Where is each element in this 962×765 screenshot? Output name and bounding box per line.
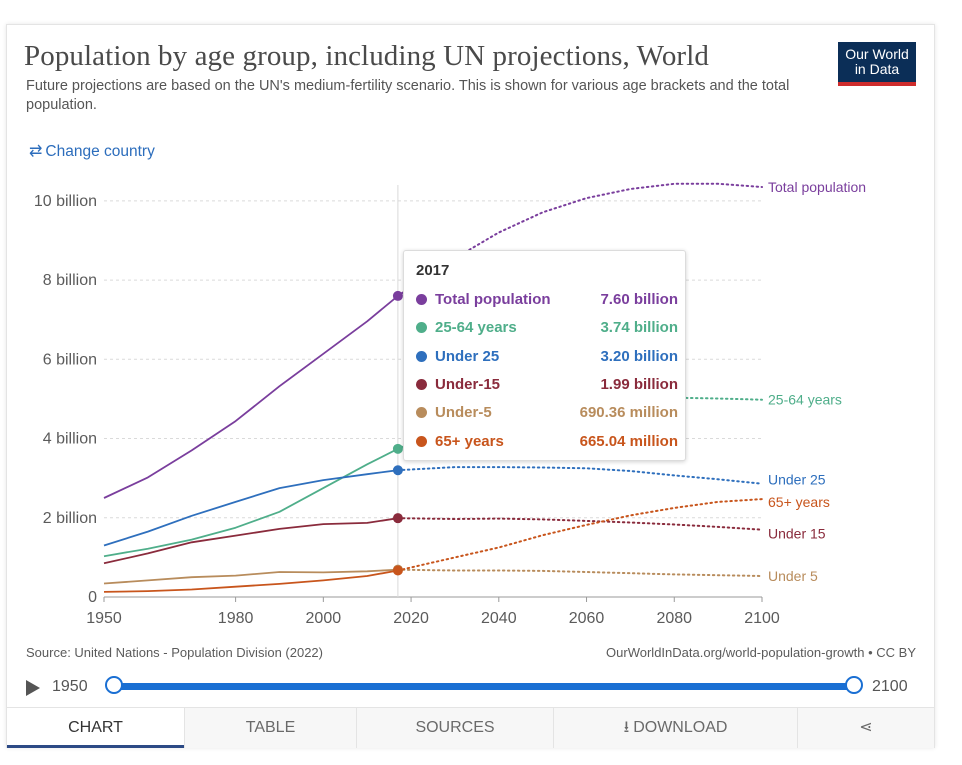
- end-label-total: Total population: [768, 179, 866, 195]
- tooltip-label: Under-5: [435, 404, 492, 422]
- y-tick-label: 2 billion: [43, 510, 97, 527]
- x-tick-label: 2020: [393, 610, 429, 627]
- tab-download-label: DOWNLOAD: [633, 719, 728, 736]
- x-tick-label: 2000: [306, 610, 342, 627]
- hover-point-age25_64: [392, 443, 403, 454]
- swap-arrows-icon: ⇄: [29, 143, 43, 160]
- end-label-under15: Under 15: [768, 526, 826, 542]
- chart-subtitle: Future projections are based on the UN's…: [26, 78, 790, 113]
- x-tick-label: 2040: [481, 610, 517, 627]
- timeline-start-handle[interactable]: [105, 676, 123, 694]
- y-tick-label: 4 billion: [43, 431, 97, 448]
- y-axis-ticks: 0 2 billion 4 billion 6 billion 8 billion 10 …: [34, 193, 97, 606]
- y-tick-label: 6 billion: [43, 351, 97, 368]
- legend-dot: [416, 378, 427, 390]
- tooltip-row-age25_64: 25-64 years 3.74 billion: [414, 317, 678, 339]
- legend-dot: [416, 407, 427, 419]
- series-line-under25: [103, 469, 399, 547]
- y-tick-label: 8 billion: [43, 272, 97, 289]
- series-line-under15: [103, 517, 399, 565]
- y-tick-label: 10 billion: [34, 193, 97, 210]
- tooltip-row-total: Total population 7.60 billion: [414, 289, 678, 311]
- tooltip-value: 3.20 billion: [600, 347, 678, 365]
- tooltip-value: 7.60 billion: [600, 291, 678, 308]
- hover-point-under15: [392, 513, 403, 524]
- legend-dot: [416, 322, 427, 334]
- logo-line-1: Our World: [845, 46, 909, 62]
- hover-tooltip: 2017 Total population 7.60 billion 25-64 y…: [403, 250, 686, 461]
- hover-point-age65: [392, 565, 403, 576]
- projection-line-under15: [396, 517, 763, 531]
- projection-line-under25: [396, 466, 763, 485]
- download-icon: ⭳: [623, 719, 630, 736]
- hover-points: [392, 290, 403, 576]
- source-note: Source: United Nations - Population Divi…: [26, 645, 323, 660]
- legend-dot: [416, 350, 427, 362]
- tooltip-value: 690.36 million: [579, 404, 678, 422]
- credit-link[interactable]: OurWorldInData.org/world-population-grow…: [606, 645, 916, 660]
- page-title: Population by age group, including UN pr…: [24, 40, 709, 72]
- hover-point-under25: [392, 465, 403, 476]
- logo-line-2: in Data: [854, 61, 900, 77]
- tab-sources[interactable]: SOURCES: [356, 708, 553, 748]
- legend-dot: [416, 435, 427, 447]
- tab-chart[interactable]: CHART: [7, 708, 184, 748]
- logo-accent-bar: [838, 82, 916, 86]
- series-line-age65: [103, 569, 399, 593]
- end-label-age25_64: 25-64 years: [768, 392, 842, 408]
- share-icon: ⋖: [859, 719, 873, 736]
- series-line-total: [103, 295, 399, 499]
- tooltip-value: 665.04 million: [579, 432, 678, 450]
- tooltip-row-under15: Under-15 1.99 billion: [414, 374, 678, 396]
- timeline-start-label: 1950: [52, 678, 88, 695]
- end-label-under5: Under 5: [768, 568, 818, 584]
- tooltip-label: Under 25: [435, 347, 500, 365]
- owid-logo[interactable]: Our World in Data: [838, 42, 916, 86]
- timeline-track[interactable]: [114, 683, 854, 690]
- tooltip-label: Total population: [435, 291, 551, 308]
- tooltip-value: 1.99 billion: [600, 375, 678, 393]
- series-end-labels: Total population 25-64 years Under 25 Under…: [768, 179, 866, 584]
- series-line-under5: [103, 568, 398, 585]
- tooltip-value: 3.74 billion: [600, 319, 678, 337]
- tooltip-label: 25-64 years: [435, 319, 517, 337]
- end-label-age65: 65+ years: [768, 494, 830, 510]
- change-country-button[interactable]: ⇄ Change country: [29, 141, 155, 161]
- tab-download[interactable]: ⭳ DOWNLOAD: [553, 708, 797, 748]
- tooltip-label: 65+ years: [435, 432, 504, 450]
- x-tick-label: 1980: [218, 610, 254, 627]
- x-tick-label: 2060: [569, 610, 605, 627]
- tab-bar: CHART TABLE SOURCES ⭳ DOWNLOAD ⋖: [7, 707, 934, 748]
- x-tick-label: 2080: [656, 610, 692, 627]
- x-tick-label: 1950: [86, 610, 122, 627]
- x-axis-ticks: 1950 1980 2000 2020 2040 2060 2080 2100: [86, 597, 780, 627]
- legend-dot: [416, 294, 427, 305]
- y-tick-label: 0: [88, 589, 97, 606]
- end-label-under25: Under 25: [768, 472, 826, 488]
- tooltip-label: Under-15: [435, 375, 501, 393]
- tab-share[interactable]: ⋖: [797, 708, 934, 748]
- projection-line-age65: [396, 498, 763, 572]
- tab-table[interactable]: TABLE: [184, 708, 356, 748]
- hover-point-total: [392, 290, 403, 301]
- play-icon[interactable]: [26, 680, 40, 696]
- tooltip-row-under25: Under 25 3.20 billion: [414, 346, 678, 368]
- series-line-age25_64: [103, 447, 399, 558]
- timeline-end-label: 2100: [872, 678, 908, 695]
- tooltip-year: 2017: [416, 262, 450, 279]
- change-country-label: Change country: [45, 143, 155, 160]
- tooltip-row-age65: 65+ years 665.04 million: [414, 431, 678, 453]
- projection-line-under5: [396, 568, 763, 577]
- x-tick-label: 2100: [744, 610, 780, 627]
- series-lines: [103, 182, 763, 593]
- projection-line-total: [396, 182, 763, 297]
- tooltip-row-under5: Under-5 690.36 million: [414, 402, 678, 424]
- timeline-end-handle[interactable]: [845, 676, 863, 694]
